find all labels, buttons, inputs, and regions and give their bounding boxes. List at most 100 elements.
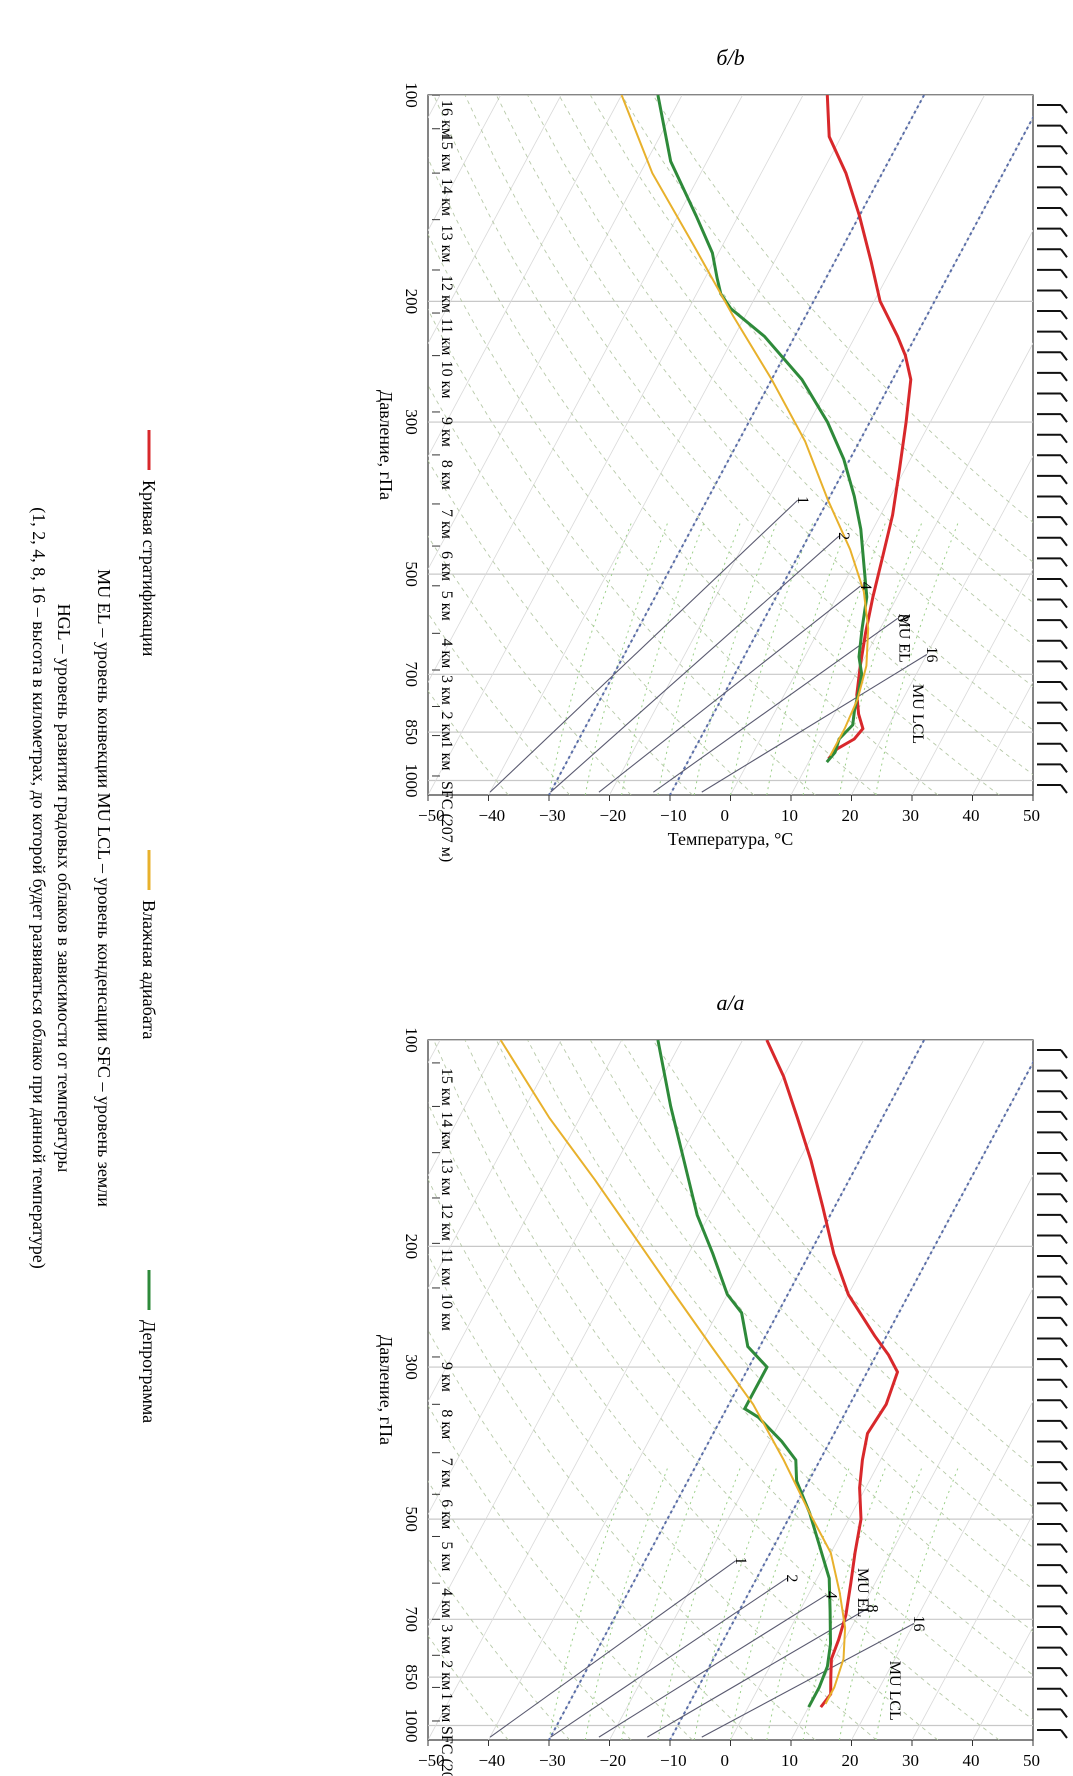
height-label: 8 км bbox=[438, 460, 455, 490]
mixing-ratio-line bbox=[838, 522, 923, 795]
mixing-ratio-line bbox=[730, 1467, 814, 1740]
height-label: 14 км bbox=[438, 178, 455, 216]
annotation-label: MU EL bbox=[895, 614, 912, 663]
wind-barb-flag bbox=[1060, 660, 1068, 670]
wind-barb-flag bbox=[1060, 475, 1068, 485]
dewpoint-line bbox=[656, 95, 869, 764]
wind-barb-flag bbox=[1060, 1379, 1068, 1389]
y-tick-label: 850 bbox=[402, 719, 421, 745]
moist-adiabat-line bbox=[499, 1040, 847, 1705]
mixing-ratio-line bbox=[730, 522, 814, 795]
height-label: 14 км bbox=[438, 1111, 455, 1149]
isotherm-line bbox=[428, 95, 743, 795]
wind-barb-flag bbox=[1060, 1193, 1068, 1203]
annotation-label: 8 bbox=[864, 1604, 881, 1612]
cloud-depth-line bbox=[489, 1560, 737, 1738]
isotherm-line bbox=[428, 95, 622, 795]
legend-depth-line: (1, 2, 4, 8, 16 – высота в километрах, д… bbox=[28, 507, 49, 1268]
height-label: 11 км bbox=[438, 318, 455, 355]
wind-barb-flag bbox=[1060, 434, 1068, 444]
height-label: 12 км bbox=[438, 275, 455, 313]
wind-barb-flag bbox=[1060, 681, 1068, 691]
mixing-ratio-line bbox=[766, 522, 850, 795]
mixing-ratio-line bbox=[657, 522, 741, 795]
hgl-boundary-line bbox=[669, 95, 1033, 795]
wind-barb-flag bbox=[1060, 145, 1068, 155]
wind-barb-flag bbox=[1060, 248, 1068, 258]
cloud-depth-line bbox=[701, 1623, 915, 1738]
wind-barbs bbox=[1037, 104, 1068, 794]
wind-barb-flag bbox=[1060, 1523, 1068, 1533]
temperature-line bbox=[825, 95, 913, 760]
x-tick-label: −50 bbox=[418, 1751, 445, 1770]
wind-barb-flag bbox=[1060, 104, 1068, 114]
wind-barb-flag bbox=[1060, 701, 1068, 712]
plot-area bbox=[428, 95, 1033, 795]
wind-barb-flag bbox=[1060, 1502, 1068, 1512]
wind-barb-flag bbox=[1060, 1543, 1068, 1554]
dry-adiabat bbox=[527, 95, 1033, 795]
wind-barb-flag bbox=[1060, 1646, 1068, 1657]
plot-frame bbox=[427, 1039, 1034, 1741]
wind-barb-flag bbox=[1060, 640, 1068, 650]
temperature-line bbox=[765, 1040, 900, 1709]
y-tick-label: 850 bbox=[402, 1664, 421, 1690]
wind-barb-flag bbox=[1060, 1667, 1068, 1677]
plot-area bbox=[428, 1040, 1033, 1740]
isotherm-line bbox=[790, 1040, 1033, 1740]
panel-b: −50 −40 −30 −20 −10 0 10 20 30 40 50 100 200 300 500 70… bbox=[376, 45, 1068, 862]
wind-barb-flag bbox=[1060, 1049, 1068, 1059]
mixing-ratio-line bbox=[802, 1467, 887, 1740]
height-label: 10 км bbox=[438, 1293, 455, 1331]
wind-barb-flag bbox=[1060, 516, 1068, 526]
height-label: 2 км bbox=[438, 1660, 455, 1690]
annotation-label: 16 bbox=[923, 647, 940, 663]
wind-barb-flag bbox=[1060, 763, 1068, 773]
isotherm-line bbox=[1032, 95, 1033, 795]
wind-barb-flag bbox=[1060, 743, 1068, 753]
wind-barb-flag bbox=[1060, 1214, 1068, 1224]
wind-barb-flag bbox=[1060, 1482, 1068, 1492]
annotation-label: MU EL bbox=[854, 1568, 871, 1617]
annotation-label: 4 bbox=[857, 582, 874, 590]
wind-barb-flag bbox=[1060, 1317, 1068, 1327]
panel-a: −50 −40 −30 −20 −10 0 10 20 30 40 50 100 200 300 500 70… bbox=[376, 990, 1068, 1776]
mixing-ratio-line bbox=[548, 522, 633, 795]
dry-adiabat bbox=[428, 95, 877, 795]
height-label: 1 км bbox=[438, 741, 455, 771]
isotherm-line bbox=[428, 95, 562, 795]
annotation-label: 1 bbox=[794, 496, 811, 504]
isotherm-line bbox=[730, 95, 1033, 795]
wind-barb-flag bbox=[1060, 1337, 1068, 1348]
wind-barb-flag bbox=[1060, 1585, 1068, 1595]
wind-barb-flag bbox=[1060, 1234, 1068, 1245]
wind-barb-flag bbox=[1060, 454, 1068, 464]
height-label: 3 км bbox=[438, 1624, 455, 1654]
dry-adiabat bbox=[428, 1040, 571, 1740]
wind-barb-flag bbox=[1060, 351, 1068, 361]
wind-barb-flag bbox=[1060, 289, 1068, 300]
hgl-boundary-line bbox=[548, 95, 925, 795]
wind-barb-flag bbox=[1060, 1131, 1068, 1142]
x-tick-label: 50 bbox=[1023, 806, 1040, 825]
legend-label: Депрограмма bbox=[139, 1320, 159, 1423]
wind-barb-flag bbox=[1060, 557, 1068, 567]
annotation-label: 2 bbox=[835, 532, 852, 540]
legend-label: Влажная адиабата bbox=[139, 900, 159, 1039]
y-tick-label: 100 bbox=[402, 1027, 421, 1053]
wind-barb-flag bbox=[1060, 1173, 1068, 1183]
mixing-ratio-line bbox=[584, 1467, 669, 1740]
wind-barb-flag bbox=[1060, 578, 1068, 588]
mixing-ratio-line bbox=[693, 522, 778, 795]
y-tick-label: 100 bbox=[402, 82, 421, 108]
height-label: 6 км bbox=[438, 551, 455, 581]
y-tick-label: 300 bbox=[402, 409, 421, 435]
x-tick-label: −40 bbox=[479, 806, 506, 825]
height-label: 5 км bbox=[438, 1541, 455, 1571]
height-label: 12 км bbox=[438, 1203, 455, 1241]
y-tick-label: 1000 bbox=[402, 1708, 421, 1742]
plot-frame bbox=[427, 94, 1034, 796]
x-tick-label: 0 bbox=[721, 806, 730, 825]
dry-adiabat bbox=[433, 95, 1000, 795]
